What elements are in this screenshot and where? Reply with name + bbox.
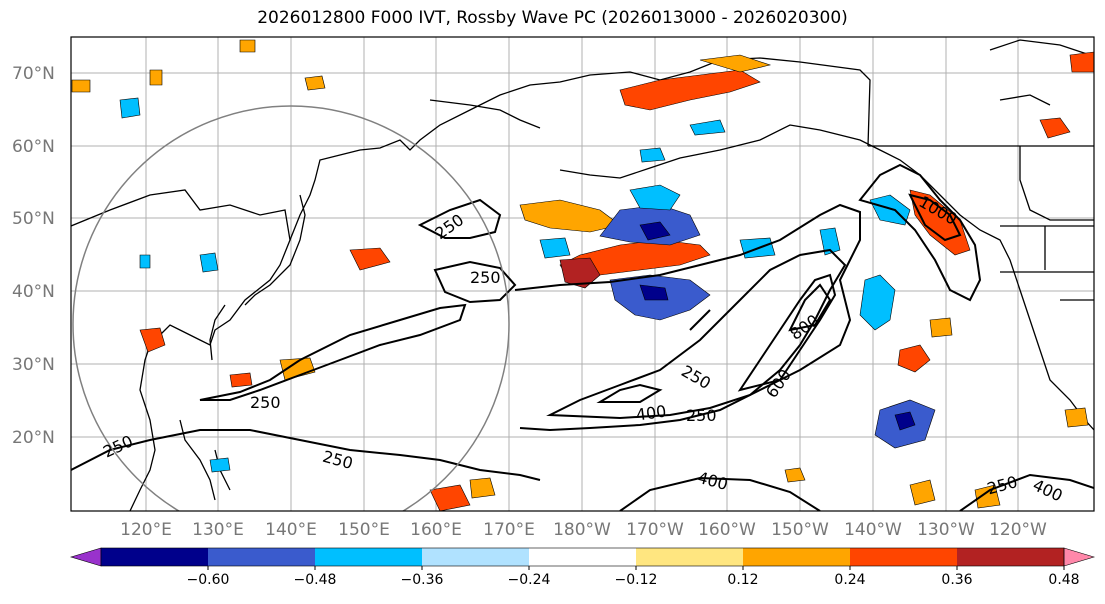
colorbar-tick-label: −0.60 (187, 572, 230, 588)
contour-label: 250 (686, 406, 717, 425)
ivt-contours (71, 163, 1094, 511)
colorbar-tick-label: −0.24 (508, 572, 551, 588)
colorbar-segment (743, 548, 851, 566)
lat-label: 40°N (12, 282, 55, 302)
longitude-labels: 120°E 130°E 140°E 150°E 160°E 170°E 180°… (120, 520, 1047, 540)
lon-label: 180°W (553, 520, 611, 540)
colorbar-tick-label: −0.36 (401, 572, 444, 588)
lat-label: 50°N (12, 209, 55, 229)
lon-label: 160°E (410, 520, 462, 540)
lon-label: 140°W (844, 520, 902, 540)
region-circle (72, 105, 510, 511)
coastlines (71, 39, 1094, 511)
lon-label: 130°W (917, 520, 975, 540)
latitude-labels: 70°N 60°N 50°N 40°N 30°N 20°N (12, 64, 55, 448)
colorbar-segment (208, 548, 316, 566)
map-title: 2026012800 F000 IVT, Rossby Wave PC (202… (257, 8, 848, 28)
colorbar-segment (957, 548, 1065, 566)
lon-label: 130°E (192, 520, 244, 540)
lon-label: 120°E (120, 520, 172, 540)
plot-frame (70, 36, 1095, 512)
colorbar-segment (636, 548, 744, 566)
contour-label: 250 (250, 393, 281, 412)
colorbar-tick-label: 0.12 (727, 572, 758, 588)
colorbar-outline (100, 547, 1065, 567)
lon-label: 140°E (265, 520, 317, 540)
colorbar-segment (315, 548, 423, 566)
lat-label: 20°N (12, 428, 55, 448)
lon-label: 150°W (771, 520, 829, 540)
colorbar-tick-label: −0.48 (294, 572, 337, 588)
colorbar-tick-label: −0.12 (615, 572, 658, 588)
grid-lines (71, 37, 1094, 511)
lon-label: 150°E (338, 520, 390, 540)
lon-label: 160°W (698, 520, 756, 540)
lat-label: 30°N (12, 355, 55, 375)
contour-label: 400 (635, 402, 668, 425)
colorbar-tick-label: 0.36 (941, 572, 972, 588)
lat-label: 70°N (12, 64, 55, 84)
ivt-anomaly-fill (71, 39, 1094, 511)
colorbar-segment (422, 548, 530, 566)
lon-label: 170°E (483, 520, 535, 540)
colorbar-extend-high (1063, 547, 1096, 567)
colorbar: −0.60 −0.48 −0.36 −0.24 −0.12 0.12 0.24 0.36 0.4… (69, 547, 1096, 588)
colorbar-segment (529, 548, 637, 566)
lat-label: 60°N (12, 137, 55, 157)
colorbar-segment (850, 548, 958, 566)
colorbar-tick-label: 0.24 (834, 572, 865, 588)
lon-label: 170°W (626, 520, 684, 540)
colorbar-extend-low (69, 547, 102, 567)
colorbar-tick-label: 0.48 (1048, 572, 1079, 588)
contour-label: 250 (470, 268, 501, 287)
lon-label: 120°W (989, 520, 1047, 540)
colorbar-segment (101, 548, 209, 566)
